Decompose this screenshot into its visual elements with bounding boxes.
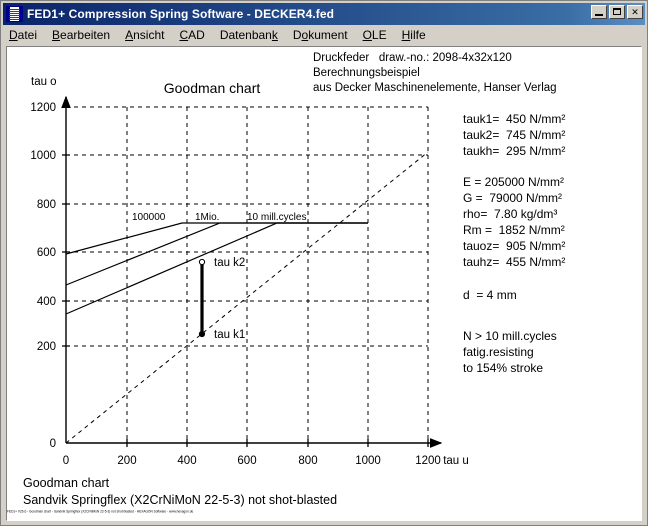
chart-title: Goodman chart bbox=[164, 80, 261, 96]
footer-microtext: FED1+ V26.0 - Goodman chart - Sandvik Sp… bbox=[7, 509, 194, 514]
curve-label-1mio: 1Mio. bbox=[195, 212, 219, 223]
y-axis-label: tau o bbox=[31, 76, 57, 88]
window-title: FED1+ Compression Spring Software - DECK… bbox=[27, 7, 335, 21]
curve-label-10millcycles: 10 mill.cycles bbox=[247, 212, 306, 223]
x-tick-600: 600 bbox=[237, 455, 256, 467]
goodman-curve-1mio bbox=[65, 222, 368, 286]
stress-values-block: tauk1= 450 N/mm² tauk2= 745 N/mm² taukh=… bbox=[463, 112, 566, 158]
material-values-block: E = 205000 N/mm² G = 79000 N/mm² rho= 7.… bbox=[463, 175, 566, 269]
x-tick-400: 400 bbox=[177, 455, 196, 467]
y-tick-200: 200 bbox=[37, 341, 56, 353]
menu-item-ole[interactable]: OLE bbox=[362, 27, 387, 42]
minimize-button[interactable] bbox=[591, 5, 607, 19]
menu-item-datei[interactable]: Datei bbox=[9, 27, 38, 42]
spring-coil-icon bbox=[6, 6, 23, 22]
x-axis-label: tau u bbox=[443, 455, 469, 467]
label-tau-k1: tau k1 bbox=[214, 329, 245, 341]
menu-item-hilfe-rest: ilfe bbox=[410, 27, 426, 42]
chart-caption: Goodman chart Sandvik Springflex (X2CrNi… bbox=[23, 476, 338, 507]
x-tick-800: 800 bbox=[298, 455, 317, 467]
y-tick-800: 800 bbox=[37, 199, 56, 211]
diagonal-reference-line bbox=[65, 151, 429, 444]
curve-label-100000: 100000 bbox=[132, 212, 166, 223]
fatigue-life-block: N > 10 mill.cycles fatig.resisting to 15… bbox=[463, 329, 557, 375]
label-tau-k2: tau k2 bbox=[214, 257, 245, 269]
y-tick-0: 0 bbox=[50, 438, 56, 450]
x-tick-1000: 1000 bbox=[355, 455, 381, 467]
y-tick-1200: 1200 bbox=[30, 102, 56, 114]
x-tick-1200: 1200 bbox=[415, 455, 441, 467]
maximize-button[interactable] bbox=[609, 5, 625, 19]
menu-item-dokument[interactable]: Dokument bbox=[292, 27, 348, 42]
menu-item-hilfe[interactable]: Hilfe bbox=[401, 27, 426, 42]
menu-item-ole-rest: LE bbox=[371, 27, 387, 42]
menu-item-ansicht[interactable]: Ansicht bbox=[125, 27, 165, 42]
y-tick-600: 600 bbox=[37, 247, 56, 259]
x-tick-200: 200 bbox=[117, 455, 136, 467]
grid-lines bbox=[66, 106, 429, 443]
drawing-header-note: Druckfeder draw.-no.: 2098-4x32x120 Bere… bbox=[313, 52, 557, 94]
title-bar: FED1+ Compression Spring Software - DECK… bbox=[3, 3, 645, 25]
menu-item-bearbeiten-rest: earbeiten bbox=[60, 27, 111, 42]
working-stress-range: tau k2 tau k1 bbox=[198, 257, 245, 341]
y-tick-1000: 1000 bbox=[30, 150, 56, 162]
window-controls: ✕ bbox=[591, 5, 643, 19]
menu-item-cad[interactable]: CAD bbox=[179, 27, 205, 42]
menu-item-datei-rest: atei bbox=[17, 27, 38, 42]
menu-item-datenbank-pre: Datenban bbox=[219, 27, 272, 42]
goodman-chart: 1200 1000 800 600 400 200 0 0 200 400 60… bbox=[7, 47, 641, 520]
wire-diameter-value: d = 4 mm bbox=[463, 288, 517, 302]
menu-item-bearbeiten[interactable]: Bearbeiten bbox=[52, 27, 111, 42]
document-client-area: Druckfeder draw.-no.: 2098-4x32x120 Bere… bbox=[6, 46, 642, 521]
close-button[interactable]: ✕ bbox=[627, 5, 643, 19]
menu-item-ansicht-rest: nsicht bbox=[133, 27, 165, 42]
y-axis-tick-labels: 1200 1000 800 600 400 200 0 bbox=[30, 102, 56, 450]
menu-item-dokument-pre: D bbox=[292, 27, 302, 42]
menu-item-datenbank[interactable]: Datenbank bbox=[219, 27, 278, 42]
x-axis-tick-labels: 0 200 400 600 800 1000 1200 bbox=[63, 455, 441, 467]
chart-axes bbox=[61, 95, 443, 448]
y-tick-400: 400 bbox=[37, 296, 56, 308]
goodman-curve-10mill bbox=[65, 222, 368, 315]
menu-item-cad-rest: AD bbox=[188, 27, 205, 42]
menu-bar: Datei Bearbeiten Ansicht CAD Datenbank D… bbox=[3, 25, 645, 44]
x-tick-0: 0 bbox=[63, 455, 69, 467]
menu-item-dokument-rest: kument bbox=[308, 27, 348, 42]
